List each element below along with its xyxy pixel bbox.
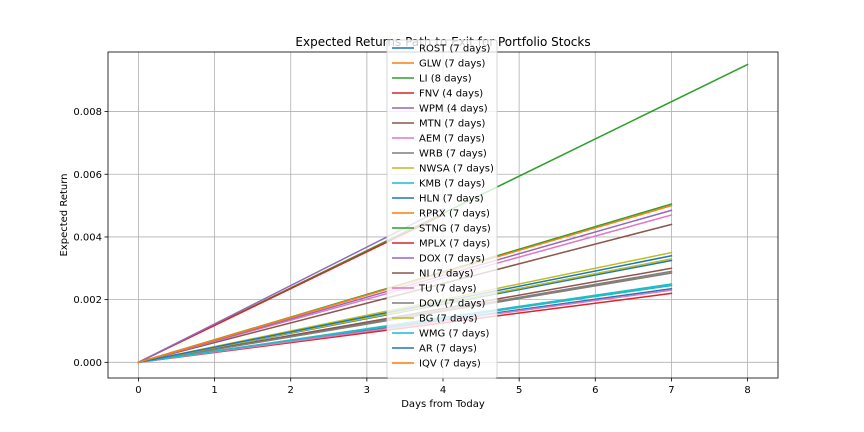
legend-box (386, 39, 498, 379)
y-tick-label: 0.008 (73, 107, 102, 118)
x-tick-label: 0 (135, 385, 141, 396)
legend-label-hln: HLN (7 days) (419, 194, 484, 205)
x-tick-label: 8 (744, 385, 750, 396)
legend-label-wrb: WRB (7 days) (419, 149, 487, 160)
legend-label-kmb: KMB (7 days) (419, 179, 485, 190)
x-tick-label: 7 (668, 385, 674, 396)
legend-label-rost: ROST (7 days) (419, 44, 491, 55)
legend-label-ni: NI (7 days) (419, 269, 474, 280)
y-tick-label: 0.006 (73, 170, 102, 181)
y-axis-label: Expected Return (59, 173, 70, 256)
legend: ROST (7 days) GLW (7 days) LI (8 days) FNV … (386, 39, 498, 379)
legend-label-wpm: WPM (4 days) (419, 104, 488, 115)
legend-label-tu: TU (7 days) (418, 284, 477, 295)
legend-label-iqv: IQV (7 days) (419, 359, 481, 370)
axis-ticks: 0 1 2 3 4 5 6 7 8 0.000 0.002 0.004 0.006 0.008 (73, 107, 750, 396)
legend-label-glw: GLW (7 days) (419, 59, 486, 70)
legend-label-dov: DOV (7 days) (419, 299, 485, 310)
y-tick-label: 0.002 (73, 295, 102, 306)
legend-label-nwsa: NWSA (7 days) (419, 164, 494, 175)
x-axis-label: Days from Today (401, 399, 485, 410)
legend-label-mtn: MTN (7 days) (419, 119, 485, 130)
legend-label-mplx: MPLX (7 days) (419, 239, 490, 250)
y-tick-label: 0.000 (73, 358, 102, 369)
x-tick-label: 3 (364, 385, 370, 396)
x-tick-label: 4 (440, 385, 446, 396)
x-tick-label: 1 (211, 385, 217, 396)
legend-label-dox: DOX (7 days) (419, 254, 485, 265)
legend-label-ar: AR (7 days) (419, 344, 477, 355)
legend-label-rprx: RPRX (7 days) (419, 209, 490, 220)
legend-label-aem: AEM (7 days) (419, 134, 485, 145)
legend-label-stng: STNG (7 days) (419, 224, 491, 235)
legend-label-fnv: FNV (4 days) (419, 89, 483, 100)
x-tick-label: 5 (516, 385, 522, 396)
legend-label-wmg: WMG (7 days) (419, 329, 489, 340)
y-tick-label: 0.004 (73, 232, 102, 243)
x-tick-label: 2 (288, 385, 294, 396)
legend-label-li: LI (8 days) (419, 74, 472, 85)
legend-label-bg: BG (7 days) (419, 314, 478, 325)
x-tick-label: 6 (592, 385, 598, 396)
